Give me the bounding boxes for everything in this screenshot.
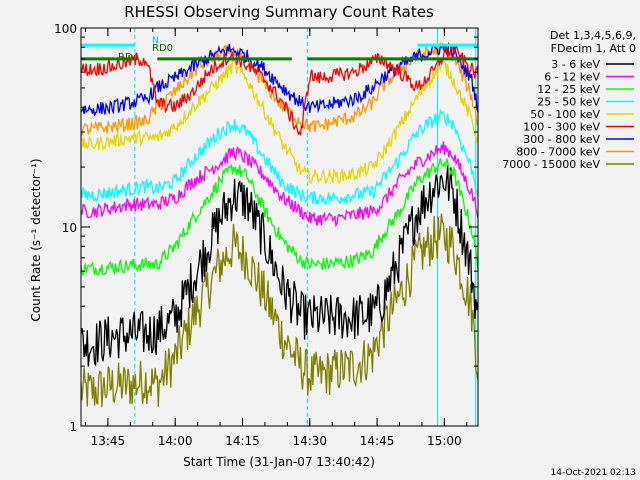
series-line-5 <box>80 44 479 136</box>
series-line-0 <box>80 165 479 367</box>
legend-label-5: 100 - 300 keV <box>523 121 600 134</box>
legend-label-0: 3 - 6 keV <box>551 58 600 71</box>
x-tick-label-4: 14:45 <box>360 434 395 448</box>
y-axis-label: Count Rate (s⁻¹ detector⁻¹) <box>29 158 43 321</box>
x-tick-label-1: 14:00 <box>158 434 193 448</box>
annotation-n: N <box>152 36 159 46</box>
x-axis-label: Start Time (31-Jan-07 13:40:42) <box>183 455 375 469</box>
legend-label-7: 800 - 7000 keV <box>516 146 600 159</box>
legend-label-4: 50 - 100 keV <box>530 108 600 121</box>
legend-label-6: 300 - 800 keV <box>523 133 600 146</box>
x-tick-label-5: 15:00 <box>427 434 462 448</box>
series-line-3 <box>80 108 479 206</box>
y-tick-label-0: 1 <box>69 420 77 434</box>
legend-label-8: 7000 - 15000 keV <box>502 158 600 171</box>
legend-label-3: 25 - 50 keV <box>537 96 600 109</box>
series-line-8 <box>80 213 479 408</box>
x-tick-label-0: 13:45 <box>91 434 126 448</box>
x-tick-label-3: 14:30 <box>292 434 327 448</box>
chart-title: RHESSI Observing Summary Count Rates <box>124 3 434 21</box>
series-line-6 <box>80 42 479 117</box>
legend-header-line-2: FDecim 1, Att 0 <box>551 42 636 55</box>
timestamp: 14-Oct-2021 02:13 <box>551 468 636 478</box>
plot-frame <box>80 27 479 427</box>
y-tick-label-2: 100 <box>54 22 77 36</box>
series-line-4 <box>80 57 479 185</box>
legend-label-1: 6 - 12 keV <box>544 71 600 84</box>
legend-header-line-1: Det 1,3,4,5,6,9, <box>550 29 636 42</box>
x-tick-label-2: 14:15 <box>225 434 260 448</box>
series-line-2 <box>80 158 479 276</box>
annotation-rd0: RD0 <box>152 43 173 54</box>
legend-label-2: 12 - 25 keV <box>537 83 600 96</box>
series-line-1 <box>80 141 479 228</box>
plot-layer: 13:45 14:00 14:15 14:30 14:45 15:00 1 10 100 <box>54 22 479 448</box>
y-tick-label-1: 10 <box>62 221 77 235</box>
